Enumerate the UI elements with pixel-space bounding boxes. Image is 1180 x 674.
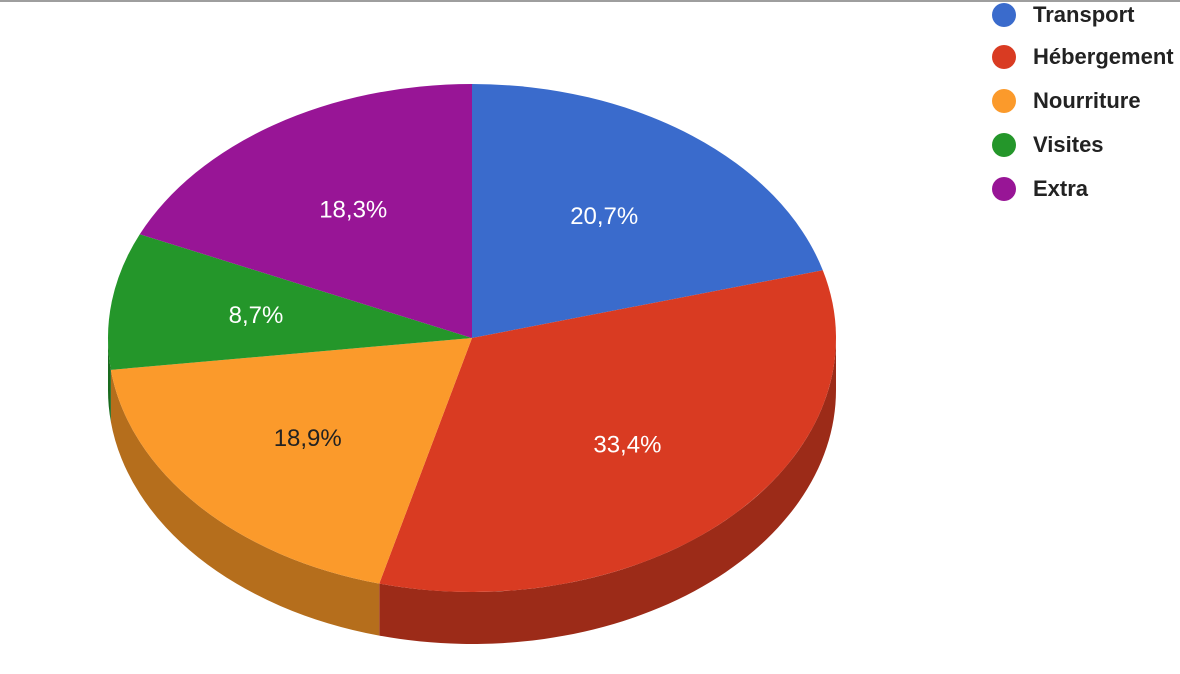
- legend-swatch-extra: [992, 177, 1016, 201]
- pie-side-visites: [108, 338, 111, 422]
- legend-item-extra[interactable]: Extra: [992, 174, 1088, 204]
- legend-swatch-nourriture: [992, 89, 1016, 113]
- legend-item-hebergement[interactable]: Hébergement: [992, 42, 1174, 72]
- legend-item-transport[interactable]: Transport: [992, 0, 1134, 30]
- pie-top: [108, 84, 836, 593]
- legend-label-nourriture: Nourriture: [1033, 88, 1141, 113]
- pie-label-nourriture: 18,9%: [274, 425, 342, 452]
- pie-labels: 20,7% 33,4% 18,9% 8,7% 18,3%: [229, 197, 662, 459]
- pie-slice-nourriture[interactable]: [110, 338, 473, 584]
- legend-item-nourriture[interactable]: Nourriture: [992, 86, 1141, 116]
- legend-label-transport: Transport: [1033, 2, 1135, 27]
- legend-label-extra: Extra: [1033, 176, 1089, 201]
- pie-label-extra: 18,3%: [319, 197, 387, 224]
- pie-slice-visites[interactable]: [108, 234, 473, 370]
- pie-slice-hebergement[interactable]: [379, 270, 836, 593]
- pie-side-nourriture: [110, 369, 380, 636]
- top-border: [0, 0, 1180, 2]
- legend-item-visites[interactable]: Visites: [992, 130, 1104, 160]
- pie-label-hebergement: 33,4%: [593, 432, 661, 459]
- pie-sides: [108, 338, 836, 645]
- legend-label-visites: Visites: [1033, 132, 1104, 157]
- pie-side-hebergement: [379, 338, 836, 645]
- legend-swatch-hebergement: [992, 45, 1016, 69]
- pie-slice-transport[interactable]: [472, 84, 823, 338]
- legend-swatch-transport: [992, 3, 1016, 27]
- pie-label-transport: 20,7%: [570, 203, 638, 230]
- legend-swatch-visites: [992, 133, 1016, 157]
- legend-label-hebergement: Hébergement: [1033, 44, 1174, 69]
- pie-label-visites: 8,7%: [229, 302, 284, 329]
- pie-slice-extra[interactable]: [139, 84, 472, 338]
